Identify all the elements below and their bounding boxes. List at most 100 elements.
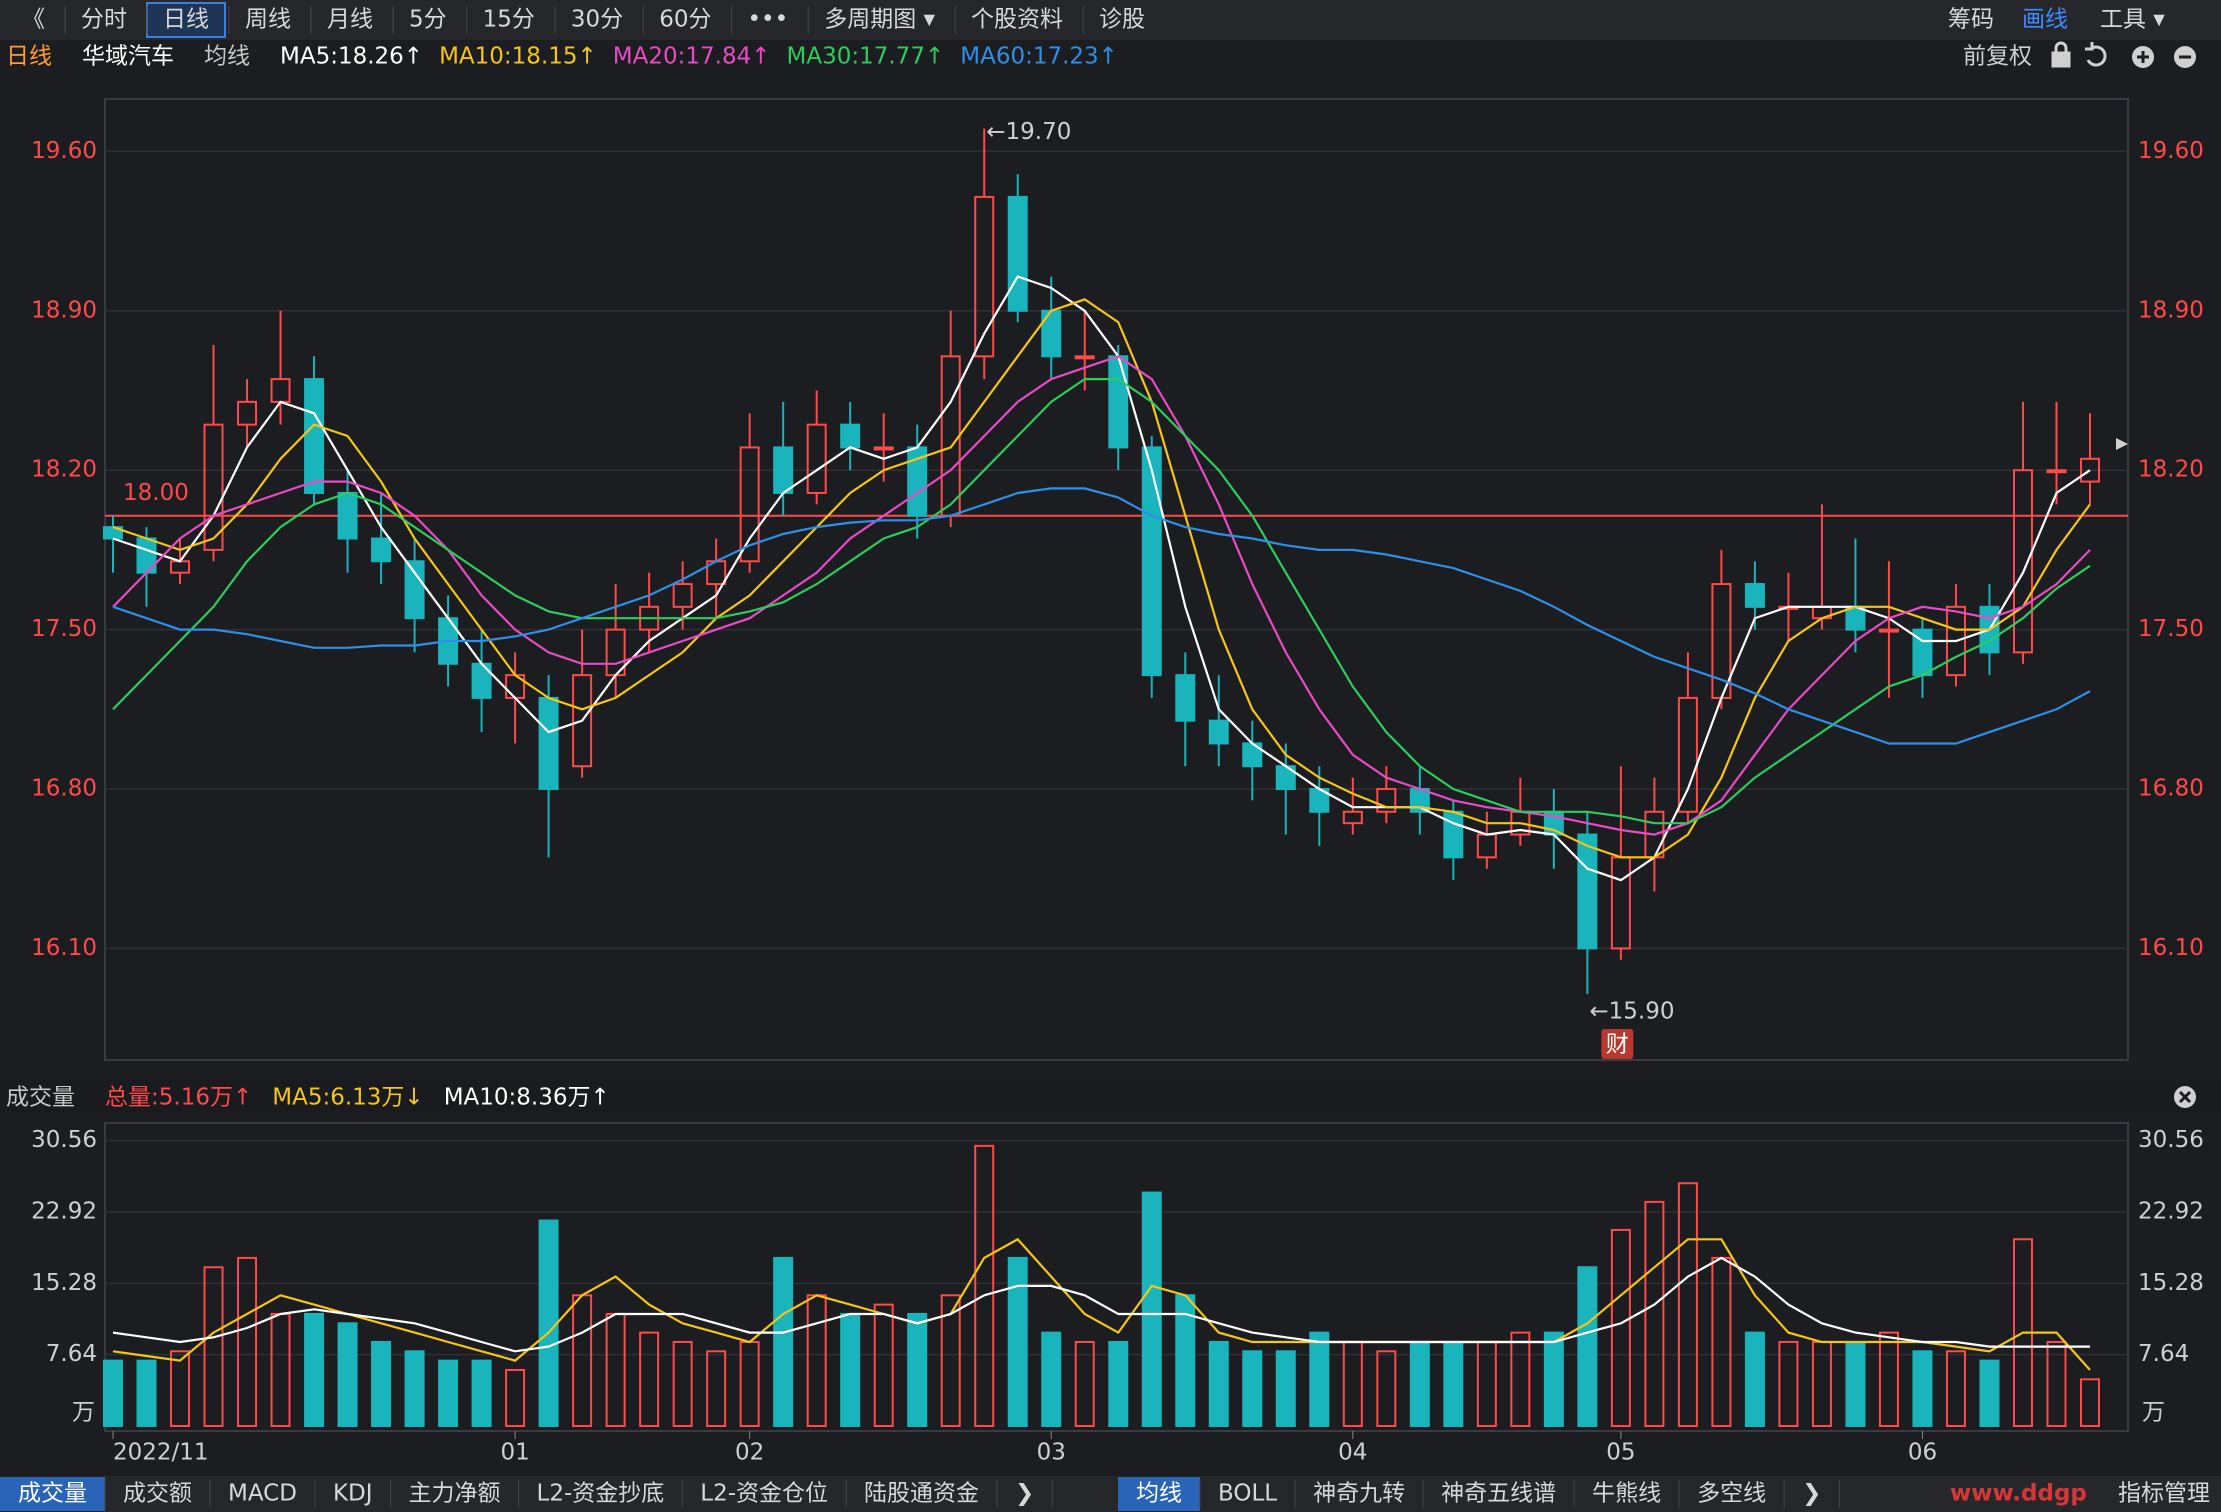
lock-icon[interactable] bbox=[2051, 51, 2071, 68]
bottom-tab[interactable]: ❯ bbox=[1802, 1481, 1821, 1507]
toolbar-tab[interactable]: 个股资料 bbox=[971, 7, 1063, 33]
indicator-manage[interactable]: 指标管理 bbox=[2118, 1481, 2210, 1507]
toolbar-right[interactable]: 工具 ▾ bbox=[2100, 7, 2165, 33]
candle-body bbox=[873, 446, 894, 451]
volume-bar bbox=[974, 1144, 995, 1427]
volume-bar bbox=[103, 1359, 123, 1428]
badge[interactable]: 财 bbox=[1606, 1032, 1629, 1058]
toolbar-tab[interactable]: 分时 bbox=[81, 7, 127, 33]
candle-body bbox=[974, 195, 995, 358]
ma-line bbox=[112, 298, 2091, 859]
toolbar-tab[interactable]: 日线 bbox=[163, 7, 209, 33]
volume-bar bbox=[2080, 1378, 2100, 1427]
volume-bar bbox=[773, 1256, 794, 1427]
y-tick-label: 15.28 bbox=[31, 1270, 97, 1296]
candle-body bbox=[1443, 810, 1464, 859]
ma-line bbox=[112, 487, 2091, 745]
volume-bar bbox=[1979, 1359, 2000, 1428]
bottom-tab[interactable]: 成交额 bbox=[123, 1481, 192, 1507]
ma-line bbox=[112, 275, 2091, 882]
volume-bar bbox=[605, 1312, 626, 1427]
undo-icon[interactable] bbox=[2085, 42, 2107, 67]
toolbar-tab[interactable]: 月线 bbox=[327, 7, 373, 33]
toolbar-tab[interactable]: 30分 bbox=[571, 7, 623, 33]
volume-bar bbox=[706, 1350, 727, 1427]
candle-body bbox=[1175, 674, 1196, 722]
volume-bar bbox=[2046, 1340, 2067, 1427]
candle-body bbox=[840, 423, 861, 449]
legend-entry: MA60:17.23↑ bbox=[960, 44, 1118, 70]
bottom-tab[interactable]: 均线 bbox=[1136, 1481, 1182, 1507]
y-tick-label: 18.90 bbox=[31, 297, 97, 323]
y2-tick-label: 15.28 bbox=[2138, 1270, 2204, 1296]
volume-bar bbox=[371, 1340, 392, 1427]
y-tick-label: 17.50 bbox=[31, 616, 97, 642]
candle-body bbox=[1342, 810, 1363, 825]
badge-bg bbox=[1601, 1029, 1634, 1059]
y2-tick-label: 18.90 bbox=[2138, 297, 2204, 323]
bottom-tab[interactable]: MACD bbox=[228, 1481, 297, 1507]
bottom-tab[interactable]: 多空线 bbox=[1697, 1481, 1766, 1507]
y-tick-label: 19.60 bbox=[31, 138, 97, 164]
bottom-tab[interactable]: 陆股通资金 bbox=[864, 1481, 979, 1507]
toolbar-tab[interactable]: 多周期图 ▾ bbox=[824, 7, 935, 33]
volume-frame bbox=[104, 1122, 2129, 1432]
bottom-bar bbox=[0, 1476, 2221, 1512]
volume-bar bbox=[170, 1350, 191, 1427]
volume-bar bbox=[1074, 1340, 1095, 1427]
y-tick-label: 7.64 bbox=[46, 1341, 97, 1367]
legend-entry: MA5:6.13万↓ bbox=[272, 1085, 423, 1111]
bottom-tab[interactable]: ❯ bbox=[1015, 1481, 1034, 1507]
unit-label-right: 万 bbox=[2142, 1400, 2165, 1426]
toolbar-tab[interactable]: 60分 bbox=[659, 7, 711, 33]
toolbar-tab[interactable]: 《 bbox=[22, 7, 45, 33]
toolbar-tab[interactable]: ••• bbox=[747, 7, 788, 33]
candle-body bbox=[1007, 195, 1028, 312]
candle-body bbox=[2080, 457, 2100, 483]
toolbar-tab[interactable]: 15分 bbox=[483, 7, 535, 33]
bottom-tab[interactable]: BOLL bbox=[1218, 1481, 1277, 1507]
volume-bar bbox=[940, 1294, 961, 1427]
y2-tick-label: 17.50 bbox=[2138, 616, 2204, 642]
candle-body bbox=[1208, 719, 1229, 745]
volume-bar bbox=[572, 1294, 593, 1427]
volume-bar bbox=[1610, 1228, 1631, 1427]
bottom-tab[interactable]: 神奇九转 bbox=[1313, 1481, 1405, 1507]
volume-bar bbox=[1577, 1266, 1598, 1427]
bottom-tab[interactable]: L2-资金抄底 bbox=[537, 1481, 665, 1507]
candle-body bbox=[237, 400, 258, 426]
candle-body bbox=[170, 560, 191, 574]
info-text: 日线 bbox=[6, 44, 52, 70]
candle-body bbox=[2046, 469, 2067, 474]
legend-entry: MA5:18.26↑ bbox=[280, 44, 423, 70]
x-tick-label: 04 bbox=[1338, 1440, 1367, 1466]
candle-body bbox=[371, 537, 392, 563]
ma-line bbox=[112, 1256, 2090, 1353]
candle-body bbox=[1677, 696, 1698, 813]
y2-tick-label: 19.60 bbox=[2138, 138, 2204, 164]
ma-line bbox=[112, 1237, 2091, 1371]
close-x bbox=[2178, 1090, 2192, 1104]
volume-bar bbox=[505, 1368, 526, 1427]
toolbar-tab[interactable]: 诊股 bbox=[1099, 7, 1145, 33]
bottom-tab[interactable]: 主力净额 bbox=[409, 1481, 501, 1507]
bottom-tab[interactable]: 神奇五线谱 bbox=[1441, 1481, 1556, 1507]
info-text: 均线 bbox=[204, 44, 250, 70]
bottom-tab[interactable]: KDJ bbox=[333, 1481, 373, 1507]
bottom-tab[interactable]: 成交量 bbox=[18, 1481, 87, 1507]
volume-bar bbox=[1007, 1256, 1028, 1427]
y2-tick-label: 18.20 bbox=[2138, 457, 2204, 483]
adjust-label[interactable]: 前复权 bbox=[1963, 44, 2032, 70]
bottom-tab[interactable]: L2-资金仓位 bbox=[700, 1481, 828, 1507]
candle-body bbox=[940, 355, 961, 517]
volume-bar bbox=[1945, 1350, 1966, 1427]
bottom-tab[interactable]: 牛熊线 bbox=[1592, 1481, 1661, 1507]
toolbar-tab[interactable]: 5分 bbox=[409, 7, 447, 33]
watermark: www.ddgp bbox=[1950, 1481, 2087, 1507]
candle-body bbox=[739, 446, 760, 563]
toolbar-tab[interactable]: 周线 bbox=[245, 7, 291, 33]
volume-bar bbox=[1677, 1182, 1698, 1428]
toolbar-right[interactable]: 筹码 bbox=[1948, 7, 1994, 33]
toolbar-right[interactable]: 画线 bbox=[2022, 7, 2068, 33]
